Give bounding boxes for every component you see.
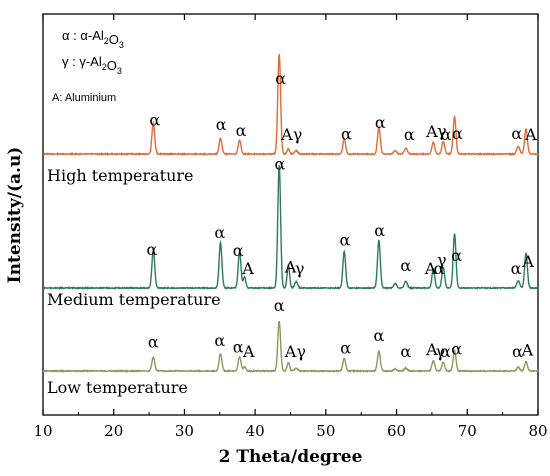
peak-label: α <box>214 331 225 350</box>
x-tick-label: 10 <box>33 422 52 440</box>
x-tick-label: 70 <box>458 422 477 440</box>
y-axis-label: Intensity/(a.u) <box>5 147 25 284</box>
peak-label: α <box>404 125 415 144</box>
peak-label: α <box>149 110 160 129</box>
peak-label: γ <box>296 342 306 361</box>
peak-label: A <box>241 259 254 278</box>
peak-label: γ <box>295 259 305 278</box>
peak-label: α <box>340 231 351 250</box>
series-name: High temperature <box>47 166 194 185</box>
series-name: Low temperature <box>47 378 188 397</box>
legend-note: A: Aluminium <box>52 92 116 104</box>
x-tick-label: 40 <box>246 422 265 440</box>
legend-entry: α : α-Al2O3 <box>62 28 124 50</box>
peak-label: A <box>242 342 255 361</box>
x-tick-label: 30 <box>175 422 194 440</box>
peak-label: γ <box>437 251 447 270</box>
peak-label: α <box>274 155 285 174</box>
peak-label: α <box>341 124 352 143</box>
peak-label: A <box>424 259 437 278</box>
x-tick-label: 60 <box>387 422 406 440</box>
peak-label: α <box>216 115 227 134</box>
peak-label: α <box>233 338 244 357</box>
peak-label: α <box>340 338 351 357</box>
peak-label: α <box>400 342 411 361</box>
peak-label: A <box>425 122 438 141</box>
x-tick-label: 50 <box>316 422 335 440</box>
peak-label: A <box>425 340 438 359</box>
peak-label: α <box>374 221 385 240</box>
peak-label: α <box>452 124 463 143</box>
peak-label: γ <box>436 342 446 361</box>
peak-label: α <box>214 223 225 242</box>
peak-label: α <box>148 332 159 351</box>
peak-label: α <box>275 69 286 88</box>
peak-label: γ <box>437 121 447 140</box>
peak-label: A <box>284 258 297 277</box>
peak-label: α <box>440 342 451 361</box>
peak-label: A <box>284 342 297 361</box>
peak-label: α <box>146 240 157 259</box>
series-line-2 <box>42 320 539 374</box>
series-name: Medium temperature <box>47 290 221 309</box>
peak-label: α <box>511 124 522 143</box>
peak-label: α <box>400 256 411 275</box>
peak-label: α <box>434 259 445 278</box>
peak-label: α <box>236 121 247 140</box>
x-axis-label: 2 Theta/degree <box>219 447 363 467</box>
peak-label: A <box>521 340 534 359</box>
peak-label: α <box>451 340 462 359</box>
peak-label: α <box>512 342 523 361</box>
peak-label: γ <box>293 125 303 144</box>
legend-entry: γ : γ-Al2O3 <box>62 54 122 76</box>
peak-label: A <box>280 125 293 144</box>
series-line-0 <box>42 54 539 157</box>
peak-label: A <box>521 252 534 271</box>
series-line-1 <box>42 165 539 291</box>
x-tick-label: 80 <box>528 422 547 440</box>
peak-label: α <box>373 326 384 345</box>
peak-label: α <box>375 113 386 132</box>
peak-label: α <box>274 296 285 315</box>
peak-label: α <box>233 241 244 260</box>
x-tick-label: 20 <box>104 422 123 440</box>
peak-label: α <box>511 259 522 278</box>
peak-label: α <box>451 246 462 265</box>
peak-label: A <box>524 125 537 144</box>
peak-label: α <box>441 125 452 144</box>
